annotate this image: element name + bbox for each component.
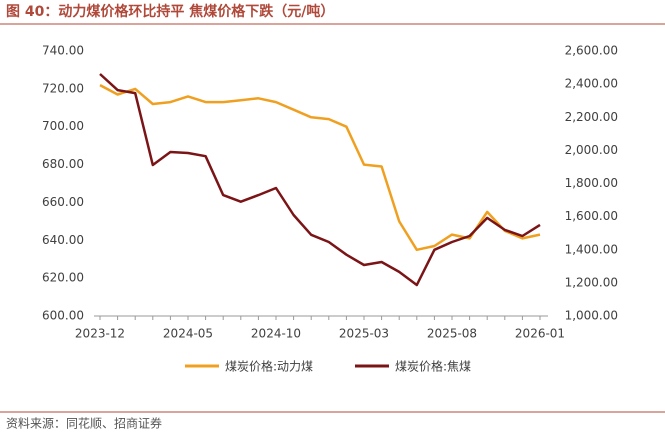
y-tick-label: 720.00	[42, 81, 84, 95]
y2-tick-label: 2,000.00	[565, 143, 618, 157]
x-tick-label: 2024-10	[251, 327, 301, 341]
x-tick-label: 2025-03	[339, 327, 389, 341]
source: 资料来源：同花顺、招商证券	[6, 416, 162, 431]
y-tick-label: 660.00	[42, 195, 84, 209]
y2-tick-label: 1,200.00	[565, 275, 618, 289]
y-tick-label: 600.00	[42, 309, 84, 323]
y2-tick-label: 2,400.00	[565, 77, 618, 91]
y2-tick-label: 1,600.00	[565, 209, 618, 223]
y-tick-label: 620.00	[42, 271, 84, 285]
y-tick-label: 700.00	[42, 119, 84, 133]
x-tick-label: 2023-12	[75, 327, 125, 341]
y2-tick-label: 2,200.00	[565, 110, 618, 124]
legend-label: 煤炭价格:动力煤	[225, 359, 313, 374]
y2-tick-label: 2,600.00	[565, 44, 618, 58]
y2-tick-label: 1,400.00	[565, 242, 618, 256]
x-tick-label: 2024-05	[163, 327, 213, 341]
legend-label: 煤炭价格:焦煤	[395, 359, 471, 374]
y2-tick-label: 1,000.00	[565, 309, 618, 323]
chart-title: 图 40：动力煤价格环比持平 焦煤价格下跌（元/吨）	[6, 3, 334, 20]
series-line	[99, 73, 541, 287]
y-tick-label: 640.00	[42, 233, 84, 247]
x-tick-label: 2026-01	[515, 327, 565, 341]
x-tick-label: 2025-08	[427, 327, 477, 341]
y2-tick-label: 1,800.00	[565, 176, 618, 190]
series-line	[99, 83, 541, 252]
y-tick-label: 680.00	[42, 157, 84, 171]
y-tick-label: 740.00	[42, 44, 84, 58]
